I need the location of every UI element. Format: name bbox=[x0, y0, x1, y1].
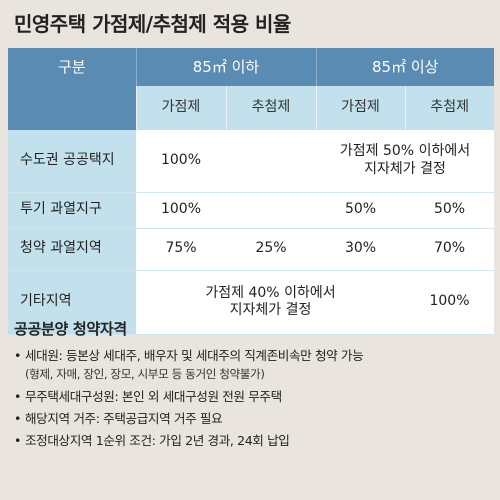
note-text: 해당지역 거주: 주택공급지역 거주 필요 bbox=[25, 411, 223, 426]
ratio-table: 구분 85㎡ 이하 85㎡ 이상 가점제 추첨제 가점제 추첨제 수도권 공공택… bbox=[8, 48, 494, 335]
row-label: 투기 과열지구 bbox=[8, 192, 136, 229]
list-item: • 해당지역 거주: 주택공급지역 거주 필요 bbox=[14, 410, 494, 427]
table-cell-merged: 가점제 50% 이하에서 지자체가 결정 bbox=[316, 130, 494, 193]
table-cell: 100% bbox=[405, 270, 494, 335]
row-label: 수도권 공공택지 bbox=[8, 130, 136, 193]
table-cell: 75% bbox=[136, 228, 226, 271]
table-cell: 30% bbox=[316, 228, 405, 271]
table-cell: 50% bbox=[316, 192, 405, 229]
table-row: 투기 과열지구 100% 50% 50% bbox=[8, 192, 494, 229]
list-item: • 세대원: 등본상 세대주, 배우자 및 세대주의 직계존비속만 청약 가능 bbox=[14, 347, 494, 364]
subheader-points: 가점제 bbox=[315, 86, 405, 130]
group-header-over-85: 85㎡ 이상 bbox=[315, 48, 494, 86]
subheader-points: 가점제 bbox=[135, 86, 226, 130]
corner-header: 구분 bbox=[8, 48, 136, 86]
table-cell: 100% bbox=[136, 130, 226, 193]
table-cell-merged: 가점제 40% 이하에서 지자체가 결정 bbox=[136, 270, 405, 335]
bullet-icon: • bbox=[14, 411, 22, 426]
note-text: 세대원: 등본상 세대주, 배우자 및 세대주의 직계존비속만 청약 가능 bbox=[25, 348, 364, 363]
table-cell bbox=[226, 192, 316, 229]
table-row: 청약 과열지역 75% 25% 30% 70% bbox=[8, 228, 494, 271]
table-cell: 25% bbox=[226, 228, 316, 271]
subheader-lottery: 추첨제 bbox=[225, 86, 316, 130]
list-item: • 조정대상지역 1순위 조건: 가입 2년 경과, 24회 납입 bbox=[14, 432, 494, 449]
bullet-icon: • bbox=[14, 389, 22, 404]
list-item: • 무주택세대구성원: 본인 외 세대구성원 전원 무주택 bbox=[14, 388, 494, 405]
page-title: 민영주택 가점제/추첨제 적용 비율 bbox=[14, 12, 291, 36]
notes-title: 공공분양 청약자격 bbox=[14, 320, 127, 338]
subheader-lottery: 추첨제 bbox=[404, 86, 494, 130]
group-header-under-85: 85㎡ 이하 bbox=[135, 48, 316, 86]
table-row: 수도권 공공택지 100% 가점제 50% 이하에서 지자체가 결정 bbox=[8, 130, 494, 193]
table-cell: 100% bbox=[136, 192, 226, 229]
table-cell: 50% bbox=[405, 192, 494, 229]
bullet-icon: • bbox=[14, 433, 22, 448]
row-label: 청약 과열지역 bbox=[8, 228, 136, 271]
note-text: 무주택세대구성원: 본인 외 세대구성원 전원 무주택 bbox=[25, 389, 282, 404]
corner-header-blank bbox=[8, 86, 136, 130]
table-cell: 70% bbox=[405, 228, 494, 271]
table-row: 기타지역 가점제 40% 이하에서 지자체가 결정 100% bbox=[8, 270, 494, 335]
bullet-icon: • bbox=[14, 348, 22, 363]
table-cell bbox=[226, 130, 316, 193]
note-subtext: (형제, 자매, 장인, 장모, 시부모 등 동거인 청약불가) bbox=[25, 367, 265, 381]
row-label: 기타지역 bbox=[8, 270, 136, 335]
eligibility-notes: 공공분양 청약자격 • 세대원: 등본상 세대주, 배우자 및 세대주의 직계존… bbox=[14, 318, 494, 454]
note-text: 조정대상지역 1순위 조건: 가입 2년 경과, 24회 납입 bbox=[25, 433, 290, 448]
